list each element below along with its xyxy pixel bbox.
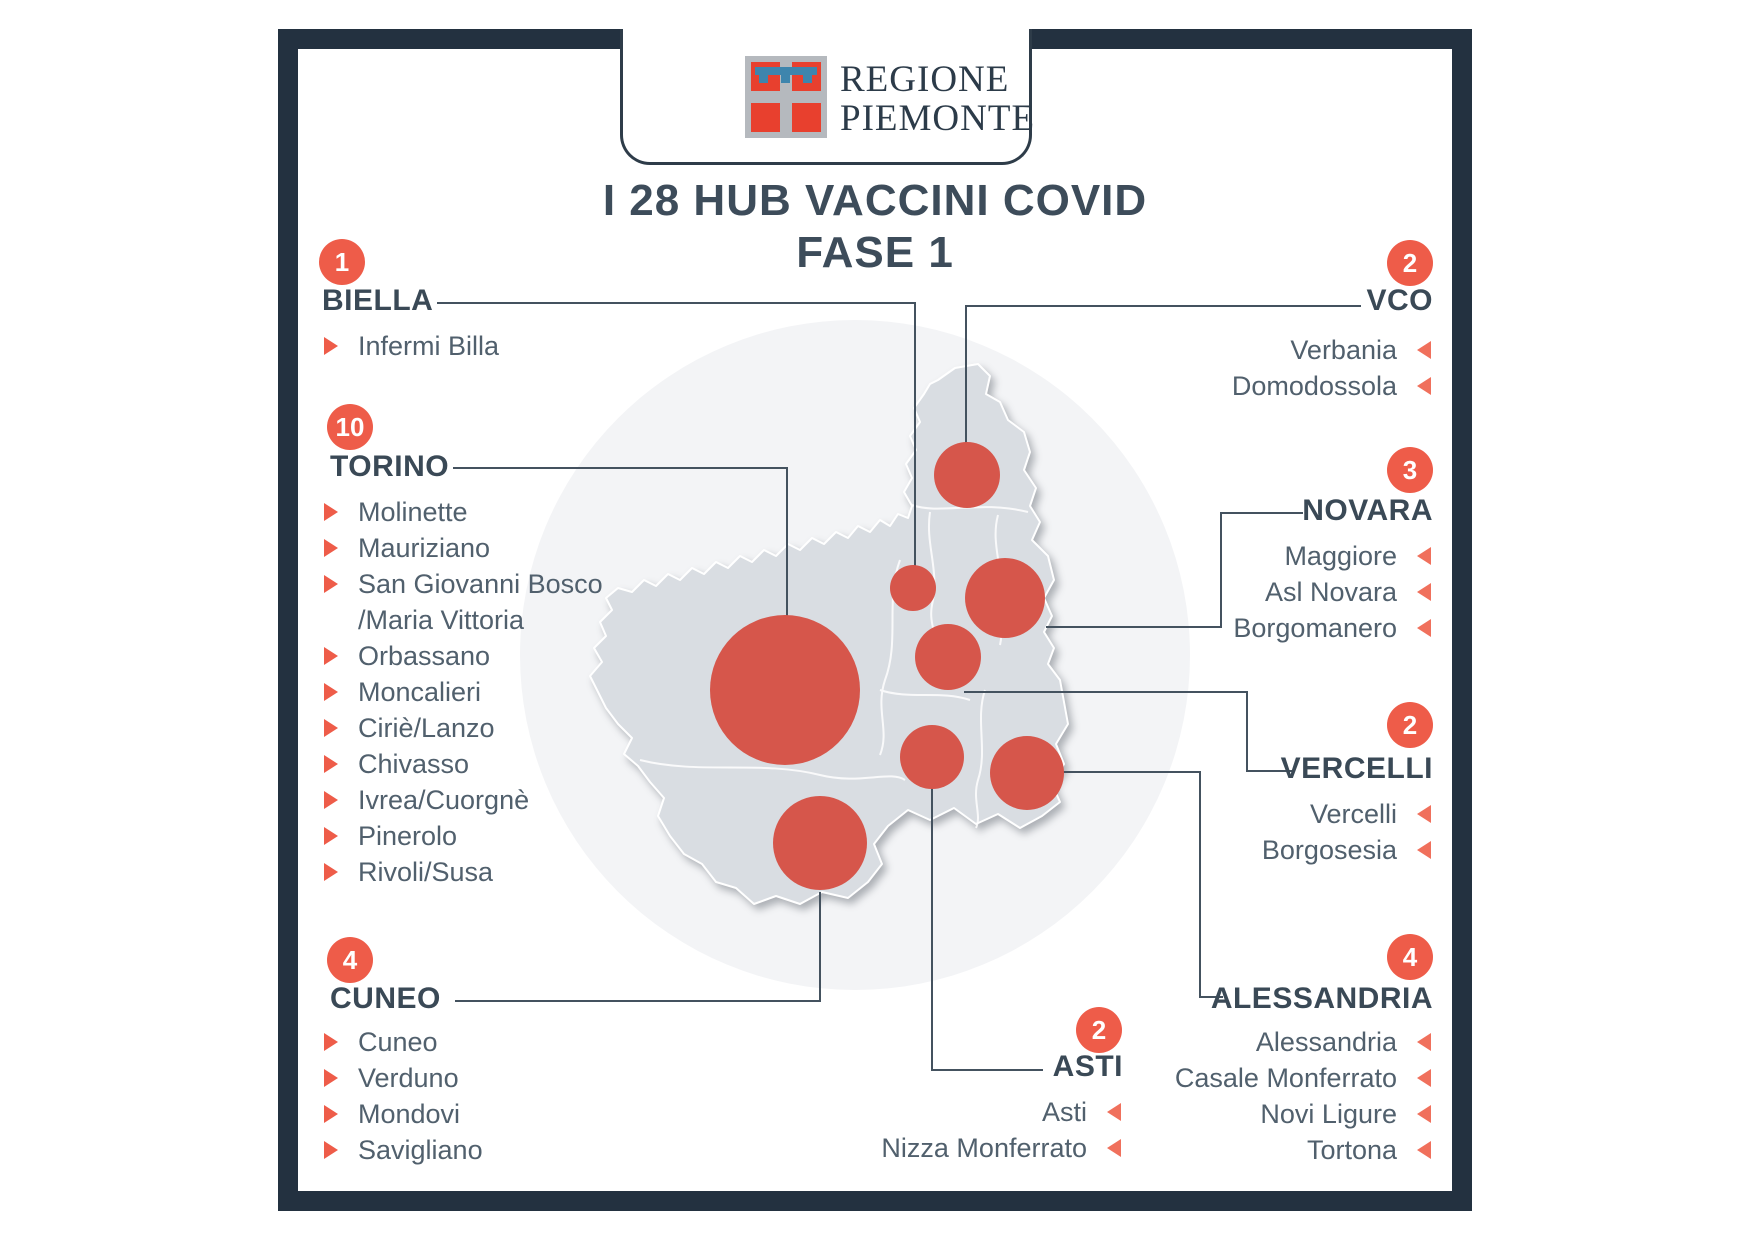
hub-bubbles	[710, 442, 1064, 890]
hub-item: Domodossola	[1232, 368, 1433, 404]
hub-item: Mondovi	[322, 1096, 483, 1132]
novara-header: NOVARA	[1302, 494, 1433, 527]
vercelli-header: VERCELLI	[1280, 752, 1433, 785]
connector-asti	[931, 780, 1043, 1071]
logo-wordmark: REGIONE PIEMONTE	[840, 60, 1035, 138]
hub-item: Casale Monferrato	[1175, 1060, 1433, 1096]
map-circle-asti	[900, 725, 964, 789]
hub-item: Cuneo	[322, 1024, 483, 1060]
connector-torino	[453, 467, 788, 650]
cuneo-hub-list: Cuneo Verduno Mondovi Savigliano	[322, 1024, 483, 1168]
hub-item: Nizza Monferrato	[881, 1130, 1123, 1166]
torino-hub-list: Molinette Mauriziano San Giovanni Bosco …	[322, 494, 608, 890]
alessandria-count-badge: 4	[1387, 934, 1433, 980]
cuneo-header: CUNEO	[330, 982, 441, 1015]
map-circle-vercelli	[915, 624, 981, 690]
lambello	[755, 67, 817, 83]
hub-item: Alessandria	[1175, 1024, 1433, 1060]
hub-item: Verduno	[322, 1060, 483, 1096]
map-circle-novara	[965, 558, 1045, 638]
connector-lines	[437, 302, 1361, 1071]
hub-item: Orbassano	[322, 638, 608, 674]
connector-cuneo	[455, 892, 821, 1002]
map-circle-torino	[710, 615, 860, 765]
alessandria-hub-list: Alessandria Casale Monferrato Novi Ligur…	[1175, 1024, 1433, 1168]
connector-novara	[1046, 512, 1303, 628]
hub-item: Infermi Billa	[322, 328, 499, 364]
biella-header: BIELLA	[322, 284, 434, 317]
asti-count-badge: 2	[1076, 1007, 1122, 1053]
map-circle-alessandria	[990, 736, 1064, 810]
hub-item: Mauriziano	[322, 530, 608, 566]
biella-hub-list: Infermi Billa	[322, 328, 499, 364]
page-title-line2: FASE 1	[796, 228, 954, 277]
map-circle-vco	[934, 442, 1000, 508]
hub-item: Borgosesia	[1262, 832, 1433, 868]
hub-item: Rivoli/Susa	[322, 854, 608, 890]
torino-count-badge: 10	[327, 404, 373, 450]
map-circle-biella	[890, 565, 936, 611]
hub-item: Maggiore	[1233, 538, 1433, 574]
hub-item: Pinerolo	[322, 818, 608, 854]
cuneo-count-badge: 4	[327, 937, 373, 983]
connector-vco	[965, 305, 1361, 462]
vercelli-count-badge: 2	[1387, 702, 1433, 748]
hub-item: Ivrea/Cuorgnè	[322, 782, 608, 818]
biella-count-badge: 1	[319, 239, 365, 285]
map-circle-cuneo	[773, 796, 867, 890]
province-borders	[639, 504, 1029, 829]
logo-line2: PIEMONTE	[840, 98, 1036, 139]
hub-item: Borgomanero	[1233, 610, 1433, 646]
connector-vercelli	[964, 691, 1293, 772]
hub-item: Ciriè/Lanzo	[322, 710, 608, 746]
logo-line1: REGIONE	[840, 59, 1010, 100]
hub-item: Savigliano	[322, 1132, 483, 1168]
hub-item: Vercelli	[1262, 796, 1433, 832]
hub-item: Tortona	[1175, 1132, 1433, 1168]
regione-piemonte-crest	[745, 56, 827, 138]
torino-header: TORINO	[330, 450, 450, 483]
vco-header: VCO	[1366, 284, 1433, 317]
vco-hub-list: Verbania Domodossola	[1232, 332, 1433, 404]
connector-biella	[437, 302, 916, 578]
hub-item: Novi Ligure	[1175, 1096, 1433, 1132]
hub-item: Molinette	[322, 494, 608, 530]
hub-item: San Giovanni Bosco /Maria Vittoria	[322, 566, 608, 638]
hub-item: Asl Novara	[1233, 574, 1433, 610]
hub-item: Chivasso	[322, 746, 608, 782]
page-title-line1: I 28 HUB VACCINI COVID	[602, 176, 1148, 225]
novara-hub-list: Maggiore Asl Novara Borgomanero	[1233, 538, 1433, 646]
vco-count-badge: 2	[1387, 240, 1433, 286]
connector-alessandria	[1062, 771, 1223, 998]
asti-hub-list: Asti Nizza Monferrato	[881, 1094, 1123, 1166]
alessandria-header: ALESSANDRIA	[1210, 982, 1433, 1015]
asti-header: ASTI	[1052, 1050, 1123, 1083]
novara-count-badge: 3	[1387, 447, 1433, 493]
hub-item: Moncalieri	[322, 674, 608, 710]
vercelli-hub-list: Vercelli Borgosesia	[1262, 796, 1433, 868]
hub-item: Asti	[881, 1094, 1123, 1130]
hub-item: Verbania	[1232, 332, 1433, 368]
